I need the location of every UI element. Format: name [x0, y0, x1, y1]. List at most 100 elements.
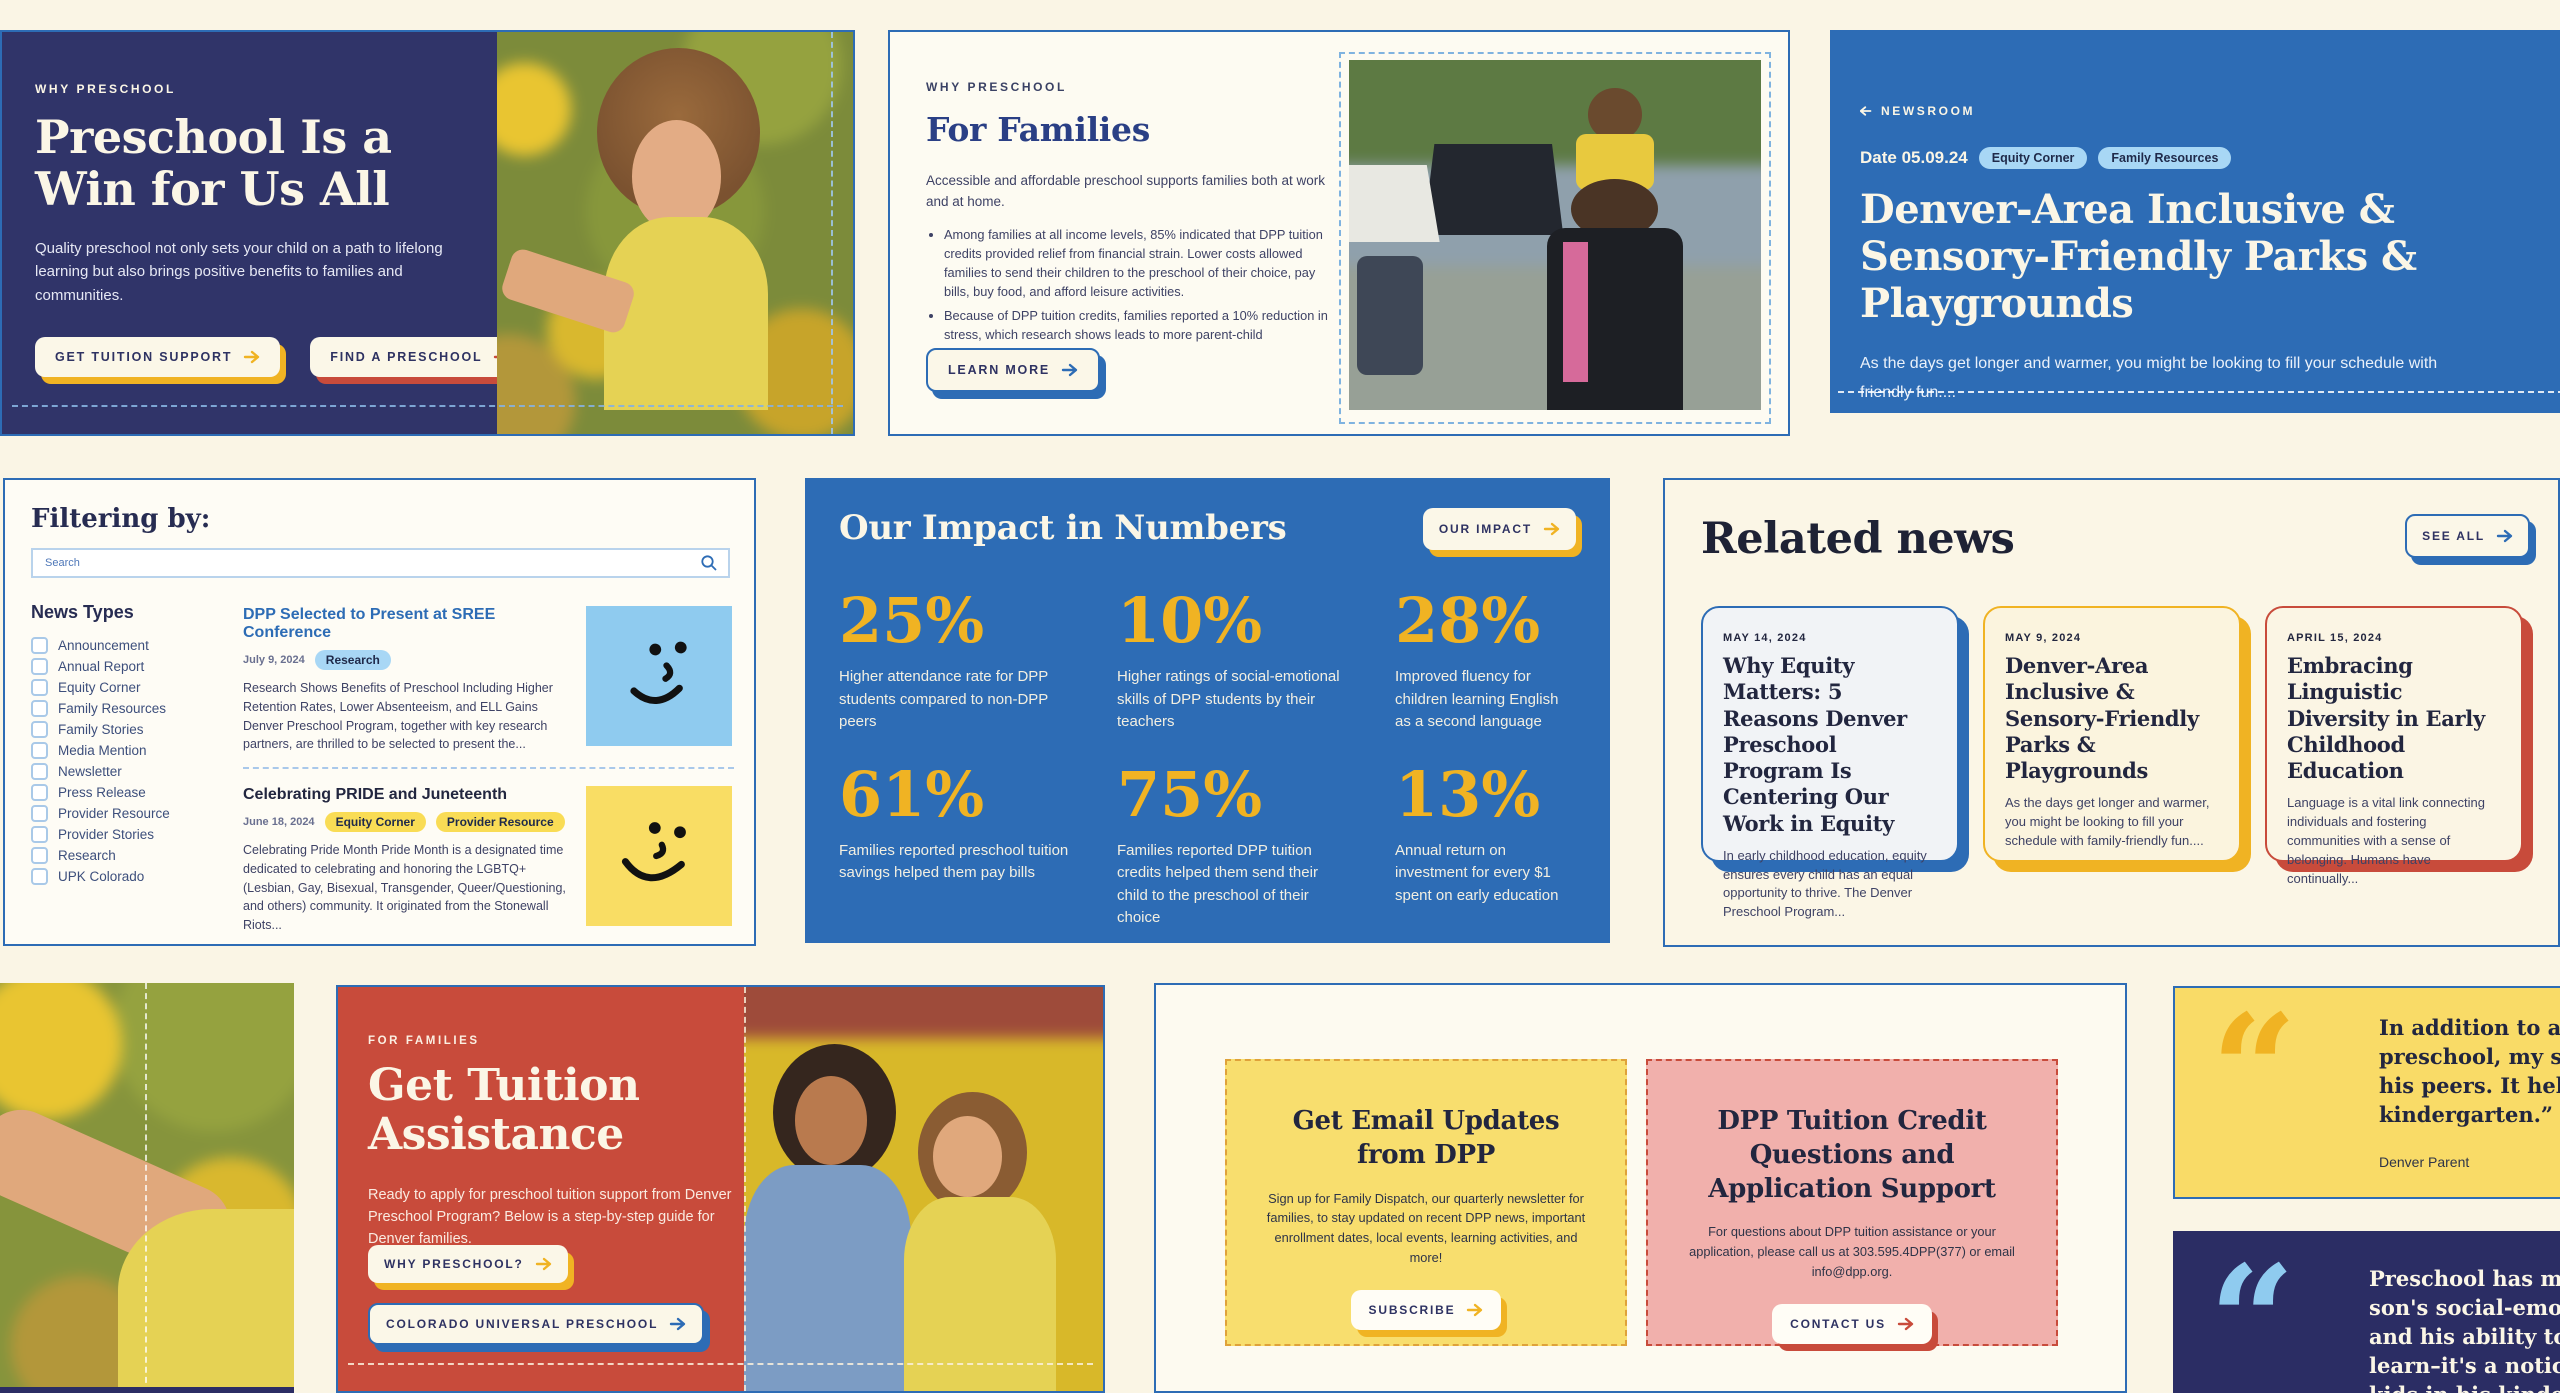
tag-pill[interactable]: Equity Corner — [1978, 147, 2088, 169]
annotation-dashed-line — [348, 1363, 1093, 1365]
photo-face-shape — [794, 1075, 868, 1165]
annotation-dashed-line — [831, 32, 833, 434]
filter-checkbox-press-release[interactable]: Press Release — [31, 782, 243, 803]
tuition-eyebrow: FOR FAMILIES — [368, 1035, 480, 1047]
checkbox[interactable] — [31, 784, 48, 801]
checkbox[interactable] — [31, 721, 48, 738]
hero-text-column: WHY PRESCHOOL Preschool Is a Win for Us … — [2, 32, 531, 434]
for-families-card: WHY PRESCHOOL For Families Accessible an… — [888, 30, 1790, 436]
filter-checkbox-provider-stories[interactable]: Provider Stories — [31, 824, 243, 845]
checkbox-label: Newsletter — [58, 764, 122, 779]
checkbox[interactable] — [31, 826, 48, 843]
tag-pill[interactable]: Equity Corner — [324, 812, 426, 832]
find-a-preschool-button[interactable]: FIND A PRESCHOOL — [310, 336, 531, 377]
subscribe-button[interactable]: SUBSCRIBE — [1350, 1289, 1502, 1330]
arrow-right-icon — [244, 350, 260, 363]
back-to-newsroom-link[interactable]: NEWSROOM — [1860, 104, 1975, 118]
photo-shirt-shape — [603, 216, 768, 410]
why-preschool-button[interactable]: WHY PRESCHOOL? — [368, 1245, 568, 1283]
filter-checkbox-provider-resource[interactable]: Provider Resource — [31, 803, 243, 824]
checkbox[interactable] — [31, 763, 48, 780]
see-all-label: SEE ALL — [2422, 529, 2485, 543]
filter-checkbox-announcement[interactable]: Announcement — [31, 635, 243, 656]
related-news-card[interactable]: APRIL 15, 2024 Embracing Linguistic Dive… — [2265, 606, 2523, 886]
related-news-card[interactable]: MAY 14, 2024 Why Equity Matters: 5 Reaso… — [1701, 606, 1959, 919]
arrow-right-icon — [1061, 363, 1078, 377]
families-bullet-list: Among families at all income levels, 85%… — [926, 225, 1334, 363]
related-news-panel: Related news SEE ALL MAY 14, 2024 Why Eq… — [1663, 478, 2560, 947]
checkbox-label: Research — [58, 848, 116, 863]
related-card-title: Why Equity Matters: 5 Reasons Denver Pre… — [1723, 653, 1907, 836]
smiley-face-icon — [621, 822, 686, 882]
see-all-button[interactable]: SEE ALL — [2405, 514, 2530, 558]
families-eyebrow: WHY PRESCHOOL — [926, 80, 1067, 94]
families-intro: Accessible and affordable preschool supp… — [926, 173, 1325, 209]
contact-us-button[interactable]: CONTACT US — [1772, 1303, 1932, 1344]
find-a-preschool-label: FIND A PRESCHOOL — [330, 349, 483, 364]
related-card-date: APRIL 15, 2024 — [2287, 632, 2383, 644]
filter-checkbox-research[interactable]: Research — [31, 845, 243, 866]
filter-checkbox-upk-colorado[interactable]: UPK Colorado — [31, 866, 243, 887]
quote-line: and his ability to be — [2369, 1323, 2560, 1349]
checkbox[interactable] — [31, 847, 48, 864]
photo-child-head-shape — [1587, 88, 1642, 141]
annotation-dashed-frame — [1339, 52, 1771, 424]
annotation-dashed-line — [12, 405, 843, 407]
filter-checkbox-family-stories[interactable]: Family Stories — [31, 719, 243, 740]
checkbox[interactable] — [31, 637, 48, 654]
search-icon[interactable] — [700, 554, 718, 572]
news-item-title-link[interactable]: DPP Selected to Present at SREE Conferen… — [243, 606, 496, 641]
testimonial-card-yellow: “ In addition to all o preschool, my son… — [2173, 986, 2560, 1199]
checkbox-label: Family Stories — [58, 722, 144, 737]
hero-eyebrow: WHY PRESCHOOL — [35, 82, 176, 96]
related-card-title: Denver-Area Inclusive & Sensory-Friendly… — [2005, 653, 2199, 783]
tag-pill[interactable]: Provider Resource — [435, 812, 565, 832]
news-list-item[interactable]: DPP Selected to Present at SREE Conferen… — [243, 606, 734, 754]
impact-stat: 75% Families reported DPP tuition credits… — [1117, 757, 1377, 930]
checkbox[interactable] — [31, 742, 48, 759]
families-photo-community-event — [1349, 60, 1761, 410]
stat-value: 75% — [1117, 757, 1263, 831]
post-title: Denver-Area Inclusive & Sensory-Friendly… — [1860, 186, 2417, 328]
tuition-body: Ready to apply for preschool tuition sup… — [368, 1186, 732, 1248]
impact-stat: 25% Higher attendance rate for DPP studen… — [839, 590, 1099, 734]
filter-checkbox-equity-corner[interactable]: Equity Corner — [31, 677, 243, 698]
learn-more-button[interactable]: LEARN MORE — [926, 348, 1101, 392]
checkbox[interactable] — [31, 679, 48, 696]
arrow-right-icon — [670, 1317, 686, 1331]
arrow-right-icon — [535, 1257, 551, 1271]
tuition-questions-card: DPP Tuition Credit Questions and Applica… — [1646, 1059, 2058, 1346]
testimonial-card-navy: “ Preschool has made son's social-emotio… — [2173, 1231, 2560, 1393]
filter-checkbox-media-mention[interactable]: Media Mention — [31, 740, 243, 761]
news-list-item[interactable]: Celebrating PRIDE and Juneteenth June 18… — [243, 786, 734, 935]
hero-card: WHY PRESCHOOL Preschool Is a Win for Us … — [0, 30, 855, 436]
email-contact-panel: Get Email Updates from DPP Sign up for F… — [1154, 983, 2127, 1393]
get-tuition-support-label: GET TUITION SUPPORT — [55, 349, 233, 364]
news-item-title[interactable]: Celebrating PRIDE and Juneteenth — [243, 786, 508, 803]
checkbox[interactable] — [31, 700, 48, 717]
filter-checkbox-newsletter[interactable]: Newsletter — [31, 761, 243, 782]
contact-us-label: CONTACT US — [1790, 1316, 1886, 1331]
search-input[interactable] — [43, 556, 700, 570]
photo-shirt-shape — [117, 1208, 294, 1393]
stat-value: 25% — [839, 584, 985, 657]
checkbox[interactable] — [31, 658, 48, 675]
filter-checkbox-annual-report[interactable]: Annual Report — [31, 656, 243, 677]
photo-face-shape — [932, 1116, 1002, 1198]
our-impact-button[interactable]: OUR IMPACT — [1422, 508, 1576, 550]
checkbox-label: Press Release — [58, 785, 146, 800]
checkbox[interactable] — [31, 868, 48, 885]
search-field[interactable] — [31, 548, 730, 578]
tag-pill[interactable]: Research — [314, 650, 391, 670]
annotation-dashed-line — [744, 987, 746, 1391]
tag-pill[interactable]: Family Resources — [2098, 147, 2232, 169]
arrow-right-icon — [1897, 1317, 1914, 1331]
checkbox[interactable] — [31, 805, 48, 822]
colorado-universal-preschool-button[interactable]: COLORADO UNIVERSAL PRESCHOOL — [368, 1303, 705, 1345]
photo-white-tent-shape — [1349, 165, 1440, 242]
checkbox-label: UPK Colorado — [58, 869, 145, 884]
filter-checkbox-family-resources[interactable]: Family Resources — [31, 698, 243, 719]
get-tuition-support-button[interactable]: GET TUITION SUPPORT — [35, 336, 281, 377]
impact-stat: 61% Families reported preschool tuition s… — [839, 763, 1099, 930]
related-news-card[interactable]: MAY 9, 2024 Denver-Area Inclusive & Sens… — [1983, 606, 2241, 862]
